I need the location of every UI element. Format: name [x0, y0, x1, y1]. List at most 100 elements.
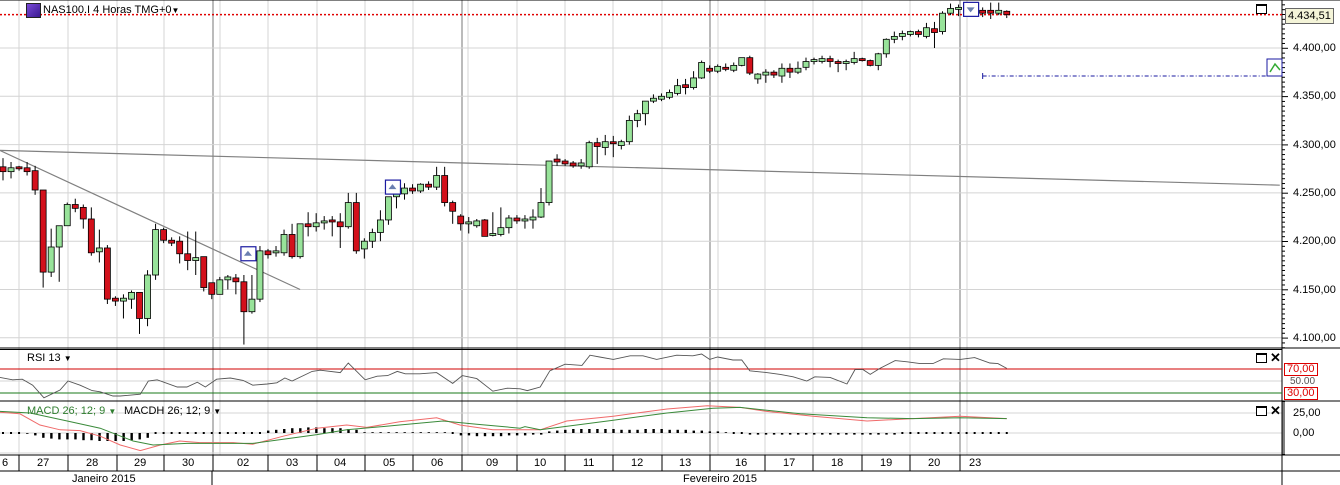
rsi-indicator-selector[interactable]: RSI 13 ▼ — [27, 352, 72, 365]
macdh-bar — [861, 433, 864, 435]
macdh-bar — [218, 432, 221, 434]
macdh-bar — [74, 433, 77, 440]
maximize-icon[interactable] — [1256, 406, 1267, 416]
candle-body — [658, 95, 665, 100]
price-axis-label: 4.100,00 — [1293, 331, 1336, 344]
macdh-bar — [893, 433, 896, 435]
macdh-bar — [997, 432, 1000, 434]
candle-body — [754, 73, 762, 80]
time-axis-day-label: 13 — [679, 457, 692, 469]
maximize-icon[interactable] — [1256, 4, 1267, 14]
sell-signal-marker[interactable] — [963, 1, 980, 17]
macdh-bar — [917, 432, 920, 434]
macdh-bar — [178, 432, 181, 434]
candle-body — [698, 62, 706, 79]
candle — [39, 189, 47, 288]
candle — [794, 61, 802, 75]
candle-body — [425, 183, 432, 188]
time-axis-day-label: 05 — [383, 457, 396, 469]
candle — [585, 140, 593, 169]
candle-body — [1003, 10, 1011, 16]
close-icon[interactable]: ✕ — [1270, 403, 1281, 418]
candle — [232, 274, 240, 295]
candle — [200, 256, 208, 292]
buy-signal-marker[interactable] — [384, 179, 402, 195]
candle-body — [152, 229, 159, 276]
candle — [609, 135, 617, 158]
candle — [882, 38, 890, 58]
candle-body — [489, 233, 497, 236]
macdh-bar — [459, 433, 463, 436]
macdh-bar — [628, 429, 631, 433]
candle-body — [344, 202, 352, 228]
macdh-bar — [949, 432, 952, 434]
time-axis-day-label: 19 — [880, 457, 893, 469]
trendline — [0, 149, 1280, 186]
candle-body — [377, 219, 384, 233]
buy-signal-marker[interactable] — [240, 246, 257, 262]
macdh-bar — [973, 432, 976, 434]
candle-body — [336, 221, 344, 228]
candle — [786, 63, 794, 78]
candle — [23, 161, 31, 176]
candle — [224, 275, 232, 290]
macdh-bar — [572, 429, 575, 433]
candle-body — [320, 220, 328, 224]
candle-body — [794, 67, 802, 73]
macdh-bar — [363, 432, 366, 433]
month-label-janeiro: Janeiro 2015 — [72, 473, 136, 485]
candle — [103, 245, 111, 304]
macdh-label: MACDH 26; 12; 9 — [124, 405, 211, 417]
macdh-bar — [170, 432, 173, 434]
macdh-bar — [475, 433, 479, 437]
macdh-bar — [668, 429, 671, 433]
candle — [939, 11, 946, 35]
time-axis-day-label: 17 — [783, 457, 796, 469]
price-axis-label: 4.250,00 — [1293, 186, 1336, 199]
candle-body — [674, 85, 681, 94]
candle — [264, 248, 272, 259]
candle-body — [842, 61, 850, 64]
macdh-bar — [419, 432, 422, 433]
macdh-bar — [130, 433, 133, 441]
candle-body — [15, 166, 23, 170]
candle — [545, 160, 553, 206]
candle — [770, 70, 778, 78]
candle — [601, 134, 609, 156]
candle — [738, 57, 746, 67]
candle — [666, 89, 673, 100]
macdh-bar — [194, 432, 197, 434]
candle — [192, 231, 200, 276]
close-icon[interactable]: ✕ — [1270, 350, 1281, 365]
candle — [690, 71, 697, 90]
candle-body — [465, 221, 473, 225]
candle — [834, 59, 842, 73]
candle — [15, 165, 23, 171]
candle-body — [256, 250, 264, 300]
candle-body — [633, 113, 641, 121]
candle-body — [280, 234, 288, 254]
candle-body — [497, 227, 505, 235]
rsi-line — [0, 353, 1007, 399]
candle-body — [770, 71, 778, 76]
trendline — [0, 149, 301, 291]
candle-body — [858, 58, 866, 62]
candle — [915, 29, 922, 38]
macdh-indicator-selector[interactable]: MACDH 26; 12; 9 ▼ — [124, 405, 221, 418]
macdh-bar — [748, 433, 752, 435]
candle-body — [906, 31, 914, 35]
symbol-selector[interactable]: NAS100.I 4 Horas TMG+0▼ — [43, 4, 179, 17]
macd-indicator-selector[interactable]: MACD 26; 12; 9 ▼ — [27, 405, 116, 418]
candle — [746, 55, 754, 76]
macdh-bar — [58, 433, 61, 440]
macdh-bar — [596, 429, 599, 433]
candle-body — [23, 167, 31, 173]
macdh-bar — [772, 433, 776, 435]
macdh-bar — [66, 433, 69, 440]
macdh-bar — [636, 429, 639, 433]
candle — [128, 290, 135, 309]
candle-body — [264, 250, 272, 256]
price-axis-label: 4.350,00 — [1293, 90, 1336, 103]
maximize-icon[interactable] — [1256, 353, 1267, 363]
